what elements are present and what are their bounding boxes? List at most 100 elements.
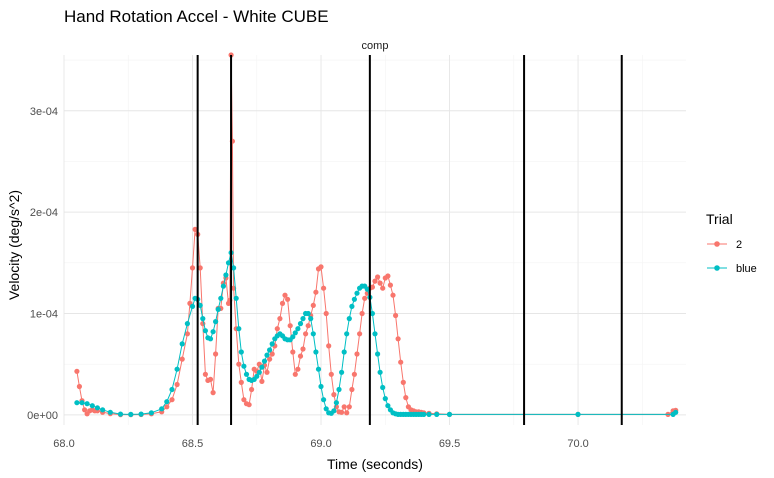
data-point [267, 347, 273, 353]
data-point [426, 411, 432, 417]
data-point [377, 280, 383, 286]
data-point [318, 264, 324, 270]
legend-label: blue [736, 263, 757, 275]
data-point [259, 364, 265, 370]
data-point [169, 386, 175, 393]
data-point [315, 366, 322, 372]
x-axis-title: Time (seconds) [327, 456, 423, 472]
data-point [321, 285, 327, 291]
data-point [349, 303, 355, 309]
data-point [82, 407, 88, 413]
data-point [267, 356, 273, 362]
series-2 [74, 52, 679, 418]
y-tick-label: 2e-04 [30, 207, 58, 219]
data-point [84, 401, 90, 407]
data-point [287, 323, 293, 329]
data-point [210, 390, 216, 396]
data-point [264, 352, 270, 358]
data-point [313, 289, 319, 295]
data-point [238, 349, 244, 355]
data-point [223, 272, 229, 278]
data-point [323, 406, 329, 412]
y-axis-title: Velocity (deg/s^2) [6, 190, 22, 300]
data-point [328, 371, 334, 377]
x-tick-label: 68.0 [53, 438, 74, 450]
data-point [403, 395, 409, 401]
data-point [434, 411, 440, 417]
data-point [369, 284, 375, 290]
data-point [164, 404, 170, 410]
data-point [236, 361, 242, 367]
data-point [197, 302, 203, 308]
data-point [218, 295, 224, 301]
data-point [290, 349, 296, 355]
data-point [89, 403, 95, 409]
data-point [269, 351, 275, 357]
y-tick-label: 3e-04 [30, 106, 58, 118]
data-point [326, 343, 332, 349]
data-point [213, 351, 219, 357]
series-line-2 [76, 54, 676, 416]
data-point [74, 368, 80, 374]
data-point [305, 310, 311, 317]
data-point [323, 310, 329, 317]
data-point [308, 316, 314, 322]
data-point [349, 386, 355, 393]
data-point [387, 282, 393, 288]
data-point [303, 331, 309, 337]
data-point [362, 295, 368, 301]
data-point [400, 379, 406, 385]
data-point [197, 265, 203, 271]
data-point [254, 373, 260, 379]
data-point [169, 397, 175, 403]
data-point [351, 296, 357, 302]
data-point [346, 404, 352, 410]
data-point [297, 353, 304, 359]
data-point [346, 316, 352, 322]
data-point [220, 283, 226, 289]
x-tick-label: 68.5 [182, 438, 203, 450]
data-point [575, 411, 581, 417]
data-point [380, 384, 386, 391]
data-point [385, 403, 391, 409]
data-point [421, 411, 427, 417]
x-tick-label: 69.0 [310, 438, 331, 450]
legend-title: Trial [706, 211, 733, 227]
data-point [100, 407, 106, 413]
data-point [200, 316, 206, 322]
legend-item-blue: blue [707, 263, 757, 275]
data-point [74, 400, 80, 406]
data-point [380, 285, 386, 291]
data-point [243, 371, 250, 377]
data-point [269, 341, 275, 347]
data-point [372, 331, 378, 337]
data-point [398, 359, 404, 365]
data-point [282, 292, 288, 298]
data-point [393, 312, 399, 319]
data-point [233, 295, 239, 301]
data-point [339, 369, 345, 375]
data-point [339, 409, 345, 415]
data-point [359, 310, 365, 317]
data-point [377, 369, 383, 375]
data-point [148, 410, 154, 416]
data-point [300, 346, 306, 352]
data-point [313, 349, 319, 355]
data-point [336, 386, 342, 393]
data-point [385, 273, 391, 279]
legend-key-point [714, 241, 720, 247]
data-point [225, 260, 232, 266]
y-tick-label: 1e-04 [30, 308, 58, 320]
series-blue [74, 250, 679, 417]
data-point [274, 326, 280, 332]
data-point [159, 406, 165, 412]
data-point [295, 366, 301, 372]
data-point [264, 369, 270, 375]
data-point [277, 316, 283, 322]
data-point [76, 383, 82, 390]
data-point [321, 397, 327, 403]
data-point [179, 356, 185, 362]
data-point [331, 408, 337, 414]
data-point [673, 409, 679, 415]
